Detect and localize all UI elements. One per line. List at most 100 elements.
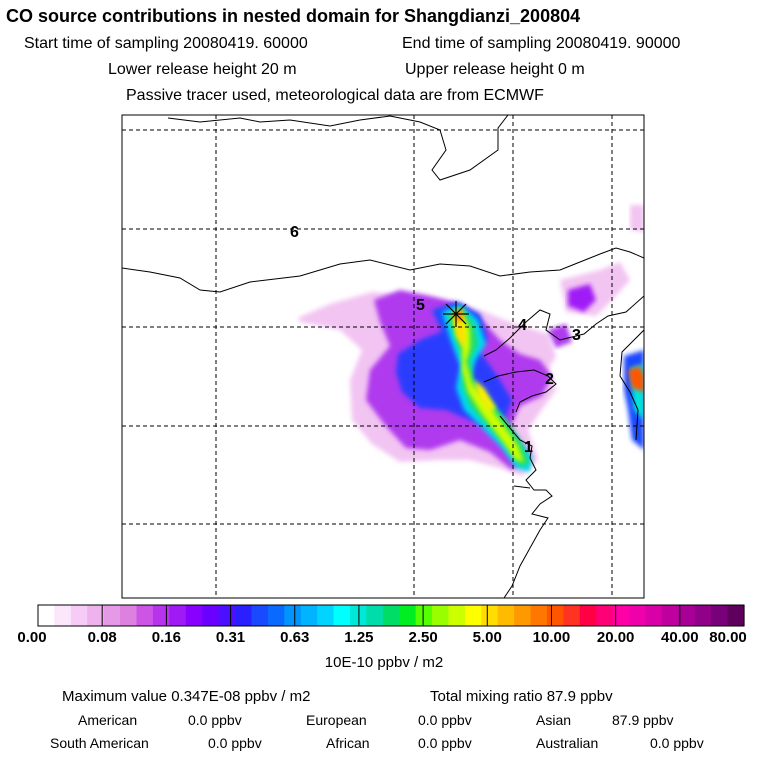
colorbar-cell xyxy=(38,605,56,626)
colorbar-cell xyxy=(661,605,679,626)
american-label: American xyxy=(78,712,138,728)
region-label-3: 3 xyxy=(572,327,581,344)
colorbar-tick-label: 0.31 xyxy=(215,629,246,646)
colorbar-cell xyxy=(546,605,564,626)
border-north xyxy=(122,247,644,293)
colorbar-tick-label: 80.00 xyxy=(709,629,747,646)
plume-violet-3 xyxy=(548,324,572,348)
colorbar-cell xyxy=(612,605,630,626)
african-value: 0.0 ppbv xyxy=(418,735,472,751)
colorbar-cell xyxy=(300,605,318,626)
colorbar-cell xyxy=(579,605,597,626)
colorbar-cell xyxy=(481,605,499,626)
colorbar-cell xyxy=(366,605,384,626)
colorbar-tick-label: 0.63 xyxy=(280,629,310,646)
colorbar-cell xyxy=(629,605,647,626)
asian-label: Asian xyxy=(536,712,572,728)
australian-value: 0.0 ppbv xyxy=(650,735,704,751)
colorbar-cell xyxy=(185,605,203,626)
colorbar-cell xyxy=(103,605,121,626)
region-label-5: 5 xyxy=(416,297,425,314)
colorbar-cell xyxy=(218,605,236,626)
colorbar-cell xyxy=(87,605,105,626)
plume-halo-east xyxy=(560,262,630,316)
max-value-label: Maximum value 0.347E-08 ppbv / m2 xyxy=(62,688,311,705)
coast-south xyxy=(499,415,553,598)
colorbar-cell xyxy=(711,605,729,626)
colorbar-cell xyxy=(497,605,515,626)
region-label-4: 4 xyxy=(518,317,527,334)
colorbar-cell xyxy=(169,605,187,626)
colorbar-cell xyxy=(645,605,663,626)
european-label: European xyxy=(306,712,367,728)
colorbar-cell xyxy=(54,605,72,626)
colorbar-cell xyxy=(694,605,712,626)
colorbar-tick-label: 5.00 xyxy=(472,629,502,646)
border-top xyxy=(167,115,509,181)
plume-east-hot xyxy=(628,366,644,392)
colorbar-cell xyxy=(333,605,351,626)
colorbar-cell xyxy=(136,605,154,626)
colorbar-cell xyxy=(530,605,548,626)
colorbar-cell xyxy=(432,605,450,626)
african-label: African xyxy=(326,735,370,751)
coast-inlet xyxy=(513,485,531,489)
region-label-2: 2 xyxy=(545,371,554,388)
plume-violet-east xyxy=(568,284,596,312)
colorbar-tick-label: 0.00 xyxy=(17,629,47,646)
colorbar-cell xyxy=(284,605,302,626)
colorbar-tick-label: 2.50 xyxy=(408,629,438,646)
end-time-label: End time of sampling 20080419. 90000 xyxy=(402,35,681,52)
lower-height-label: Lower release height 20 m xyxy=(108,61,297,78)
grid xyxy=(122,115,644,598)
colorbar-cell xyxy=(727,605,745,626)
coast-bay xyxy=(483,369,557,413)
colorbar-tick-label: 1.25 xyxy=(344,629,374,646)
american-value: 0.0 ppbv xyxy=(188,712,242,728)
upper-height-label: Upper release height 0 m xyxy=(405,61,585,78)
chart-title: CO source contributions in nested domain… xyxy=(6,6,581,26)
south-american-label: South American xyxy=(50,735,149,751)
colorbar-cell xyxy=(235,605,253,626)
colorbar-cell xyxy=(202,605,220,626)
plume-yellow-core-2 xyxy=(474,380,496,412)
colorbar-unit: 10E-10 ppbv / m2 xyxy=(324,654,444,671)
colorbar-tick-label: 10.00 xyxy=(532,629,571,646)
colorbar-cell xyxy=(448,605,466,626)
colorbar-tick-label: 0.08 xyxy=(87,629,117,646)
colorbar-tick-label: 0.16 xyxy=(151,629,181,646)
colorbar-tick-label: 40.00 xyxy=(661,629,699,646)
colorbar-cell xyxy=(251,605,269,626)
receptor-marker-icon xyxy=(443,301,469,327)
colorbar-cell xyxy=(464,605,482,626)
plot-frame xyxy=(121,114,645,599)
coast-peninsula xyxy=(619,329,644,441)
plume-halo-ne xyxy=(630,205,644,232)
boundaries xyxy=(122,115,644,598)
colorbar-cell xyxy=(382,605,400,626)
start-time-label: Start time of sampling 20080419. 60000 xyxy=(24,35,308,52)
south-american-value: 0.0 ppbv xyxy=(208,735,262,751)
region-label-1: 1 xyxy=(524,439,533,456)
region-label-6: 6 xyxy=(290,224,299,241)
colorbar-cell xyxy=(267,605,285,626)
total-mixing-label: Total mixing ratio 87.9 ppbv xyxy=(430,688,613,705)
australian-label: Australian xyxy=(536,735,599,751)
tracer-note: Passive tracer used, meteorological data… xyxy=(126,87,544,104)
colorbar-cell xyxy=(120,605,138,626)
european-value: 0.0 ppbv xyxy=(418,712,472,728)
asian-value: 87.9 ppbv xyxy=(612,712,674,728)
colorbar xyxy=(37,604,745,627)
colorbar-cell xyxy=(317,605,335,626)
colorbar-cell xyxy=(415,605,433,626)
colorbar-cell xyxy=(514,605,532,626)
colorbar-cell xyxy=(596,605,614,626)
plume-layer xyxy=(298,205,644,476)
colorbar-cell xyxy=(678,605,696,626)
coast-bohai xyxy=(483,295,644,357)
plume-yellow-core xyxy=(454,316,466,348)
colorbar-tick-label: 20.00 xyxy=(596,629,635,646)
colorbar-cell xyxy=(563,605,581,626)
colorbar-cell xyxy=(152,605,170,626)
